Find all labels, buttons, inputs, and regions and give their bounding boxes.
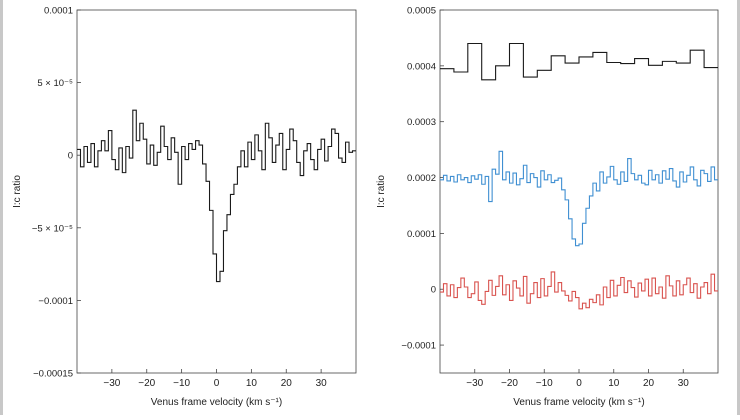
x-tick-label: 0 (214, 378, 220, 389)
x-tick-label: 30 (678, 378, 690, 389)
x-tick-label: −30 (103, 378, 120, 389)
series-1-step-line (77, 109, 356, 283)
y-tick-label: −0.0001 (38, 296, 73, 307)
y-tick-label: 0.0004 (407, 61, 436, 72)
y-tick-label: −0.0001 (401, 341, 436, 352)
x-tick-label: 10 (246, 378, 258, 389)
x-tick-label: −20 (501, 378, 518, 389)
series-1-step-line (440, 42, 718, 81)
right-window-edge (737, 0, 740, 415)
y-tick-label: −0.00015 (33, 369, 73, 380)
y-tick-label: 0.0001 (44, 6, 73, 17)
y-axis-label: I:c ratio (376, 175, 387, 208)
y-tick-label: 5 × 10⁻⁵ (37, 78, 73, 89)
x-tick-label: 20 (281, 378, 293, 389)
y-axis-label: I:c ratio (12, 175, 23, 208)
y-tick-label: 0.0002 (407, 173, 436, 184)
y-tick-label: 0 (68, 151, 73, 162)
x-tick-label: −30 (466, 378, 483, 389)
chart-panel-left: −30 −20 −10 0 10 20 30 −0.00015 −0.0001 −5 × 10⁻⁵… (12, 6, 357, 408)
y-tick-label: −5 × 10⁻⁵ (32, 223, 73, 234)
x-axis-label: Venus frame velocity (km s⁻¹) (513, 397, 644, 408)
chart-panel-right: −30 −20 −10 0 10 20 30 −0.0001 0 0.0001 0.0002 0.00… (376, 6, 719, 408)
y-tick-label: 0.0003 (407, 117, 436, 128)
x-tick-label: 0 (576, 378, 582, 389)
series-3-step-line (440, 271, 718, 310)
x-tick-label: −10 (173, 378, 190, 389)
plot-frame (76, 9, 357, 374)
x-tick-label: 30 (316, 378, 328, 389)
y-tick-label: 0 (431, 285, 436, 296)
y-tick-label: 0.0001 (407, 229, 436, 240)
x-axis-label: Venus frame velocity (km s⁻¹) (151, 397, 282, 408)
series-2-step-line (440, 150, 718, 247)
y-tick-label: 0.0005 (407, 6, 436, 17)
x-tick-label: 20 (643, 378, 655, 389)
x-tick-label: 10 (608, 378, 620, 389)
left-window-edge (0, 0, 3, 415)
x-tick-label: −10 (536, 378, 553, 389)
x-tick-label: −20 (138, 378, 155, 389)
